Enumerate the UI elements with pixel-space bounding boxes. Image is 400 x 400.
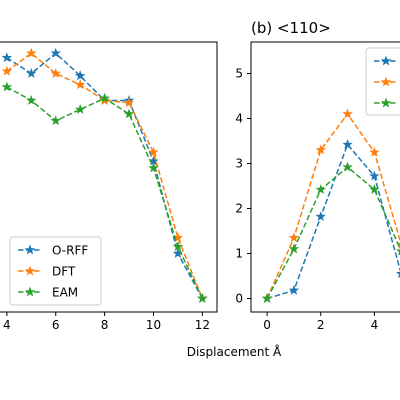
b-series-line-o-rff [266, 143, 400, 300]
b-point-eam [396, 249, 400, 256]
b-point-o-rff [288, 284, 300, 295]
a-legend-marker-o-rff [24, 244, 36, 255]
a-point-eam [1, 81, 13, 92]
a-x-tick-label: 12 [195, 318, 210, 332]
b-point-o-rff [369, 170, 380, 181]
a-point-dft [1, 65, 13, 76]
b-x-tick-label: 4 [371, 318, 379, 332]
b-y-tick-label: 3 [235, 157, 243, 171]
b-y-tick-label: 0 [235, 292, 243, 306]
a-legend: O-RFF DFT EAM [9, 236, 102, 306]
b-y-tick-label: 2 [235, 202, 243, 216]
panel-b-title: (b) <110> [251, 19, 331, 37]
b-x-tick-label: 2 [317, 318, 325, 332]
b-point-o-rff [342, 139, 353, 150]
a-point-dft [123, 97, 135, 108]
x-axis-label: Displacement Å [187, 344, 282, 359]
b-point-eam [315, 184, 326, 195]
b-point-o-rff [396, 271, 400, 279]
b-point-eam [369, 184, 380, 195]
a-point-o-rff [1, 52, 13, 63]
b-point-dft [369, 146, 380, 157]
a-x-tick-label: 6 [52, 318, 60, 332]
b-x-tick-label: 0 [263, 318, 271, 332]
b-point-dft [315, 144, 326, 155]
a-point-o-rff [74, 70, 86, 81]
a-x-tick-label: 8 [101, 318, 109, 332]
b-y-tick-label: 4 [235, 112, 243, 126]
b-point-eam [261, 293, 273, 303]
b-series-line-eam [266, 166, 400, 299]
a-legend-marker-eam [24, 286, 36, 297]
b-axes-frame [250, 41, 400, 313]
b-y-tick-label: 5 [235, 67, 243, 81]
b-point-o-rff [315, 211, 326, 222]
a-x-tick-label: 4 [3, 318, 11, 332]
a-series-line-dft [6, 52, 204, 299]
b-series-line-dft [266, 112, 400, 299]
panel-a: 4 6 8 10 12 O-RFF DFT EAM [0, 41, 218, 332]
b-point-dft [288, 232, 300, 243]
b-point-eam [288, 243, 300, 254]
a-legend-label-o-rff: O-RFF [52, 244, 88, 258]
b-point-eam [342, 161, 353, 172]
a-point-o-rff [26, 68, 37, 78]
b-legend-marker-eam [380, 97, 392, 108]
a-point-dft [148, 146, 159, 157]
a-x-tick-label: 10 [146, 318, 161, 332]
a-point-dft [74, 79, 86, 90]
a-point-eam [99, 92, 110, 103]
a-axes-frame [0, 41, 218, 313]
a-point-eam [148, 162, 159, 173]
b-legend-marker-o-rff [380, 55, 392, 66]
a-legend-marker-dft [24, 265, 36, 276]
a-point-eam [26, 95, 37, 105]
a-point-eam [197, 293, 208, 303]
a-point-eam [172, 241, 184, 252]
a-point-eam [74, 104, 86, 114]
a-point-eam [123, 108, 135, 119]
b-y-tick-label: 1 [235, 247, 243, 261]
a-legend-label-dft: DFT [52, 265, 76, 279]
b-point-dft [342, 108, 353, 119]
a-legend-label-eam: EAM [52, 286, 78, 300]
b-plot-area [261, 108, 400, 303]
a-point-dft [50, 68, 61, 78]
b-legend-marker-dft [380, 76, 392, 87]
a-point-dft [26, 47, 37, 58]
a-point-eam [50, 115, 61, 126]
a-point-o-rff [50, 47, 61, 58]
a-plot-area [1, 47, 208, 303]
